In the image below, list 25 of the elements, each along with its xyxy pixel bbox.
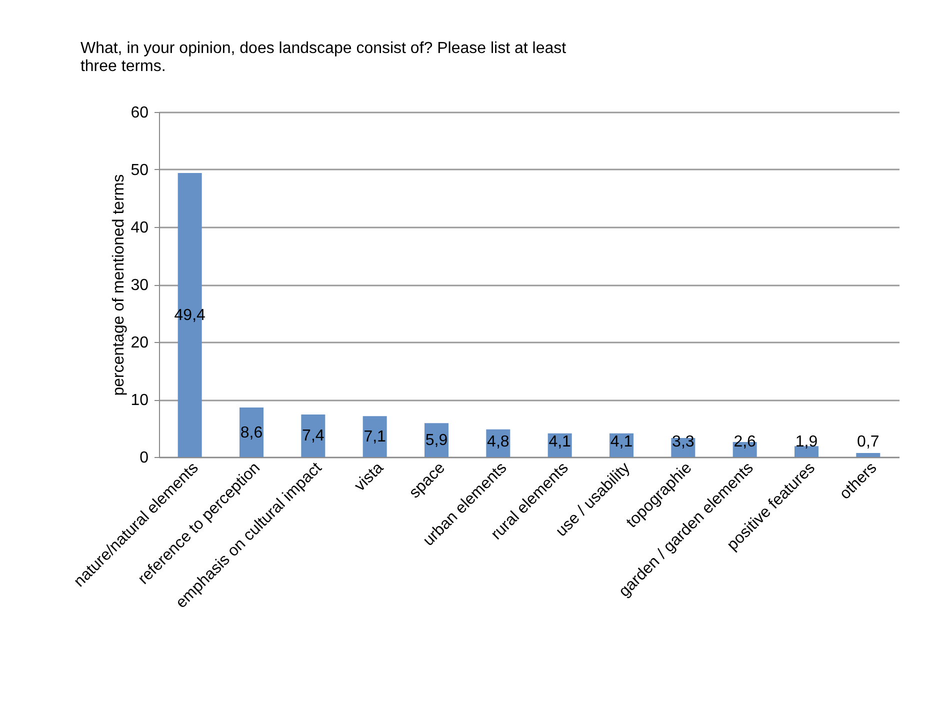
data-label: 3,3 — [672, 433, 694, 450]
data-label: 4,1 — [548, 433, 572, 450]
data-label: 4,1 — [610, 433, 633, 450]
y-tick-label: 40 — [130, 220, 149, 236]
data-label: 1,9 — [795, 433, 818, 450]
y-tick-label: 0 — [140, 450, 149, 466]
text: What, in your opinion, does landscape consist of? Please list at least — [80, 40, 566, 57]
bar — [240, 408, 264, 457]
y-tick-label: 10 — [130, 392, 149, 409]
x-tick-label: vista — [352, 459, 387, 495]
y-tick-label: 60 — [130, 104, 149, 122]
y-tick-label: 50 — [130, 162, 149, 179]
data-label: 8,6 — [240, 424, 263, 442]
data-label: 7,1 — [364, 428, 386, 446]
data-label: 7,4 — [302, 428, 324, 445]
y-axis-title: percentage of mentioned terms — [110, 174, 128, 396]
data-label: 5,9 — [425, 432, 448, 450]
data-label: 0,7 — [857, 433, 880, 450]
bar — [362, 416, 387, 457]
data-label: 4,8 — [487, 433, 510, 450]
y-tick-label: 20 — [130, 334, 149, 352]
y-tick-label: 30 — [130, 277, 149, 294]
text: three terms. — [80, 58, 166, 75]
bar — [856, 452, 880, 457]
bar — [301, 414, 326, 457]
